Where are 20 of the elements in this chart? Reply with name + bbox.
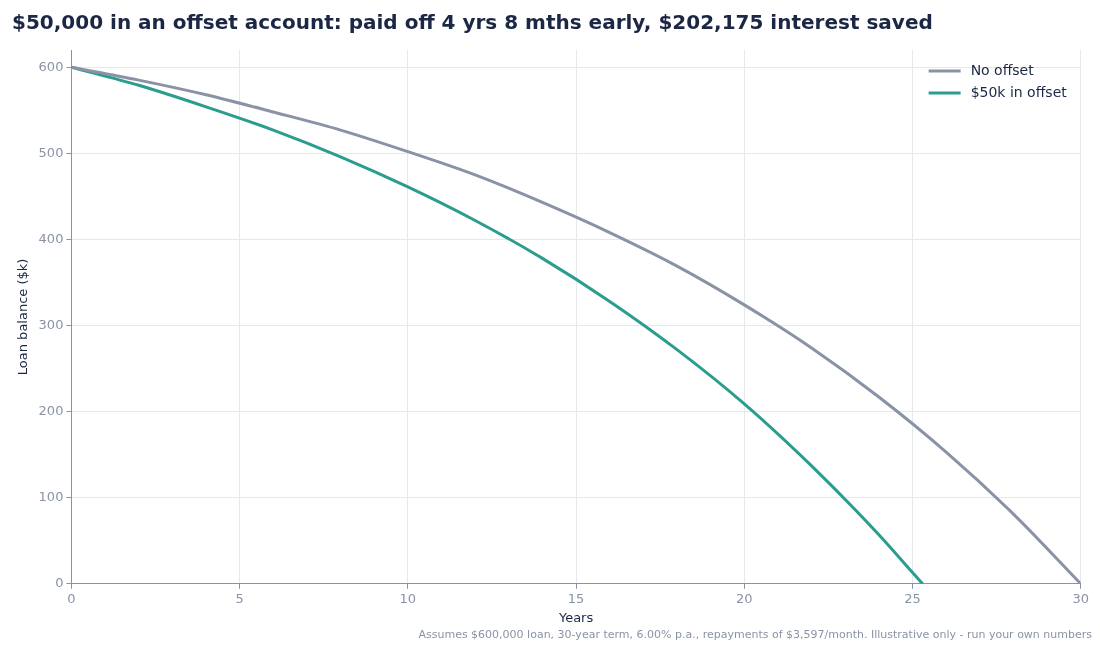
x-tick-label: 20 [736, 590, 753, 606]
x-tick-label: 0 [67, 590, 76, 606]
x-tick-label: 15 [567, 590, 585, 606]
legend-label: $50k in offset [970, 83, 1068, 100]
y-axis-title: Loan balance ($k) [15, 258, 31, 376]
y-tick-label: 600 [38, 58, 64, 74]
x-axis-title: Years [557, 609, 594, 625]
legend-label: No offset [970, 61, 1035, 78]
y-tick-label: 200 [38, 402, 64, 418]
x-tick-label: 30 [1072, 590, 1089, 606]
x-tick-label: 5 [235, 590, 244, 606]
x-tick-label: 10 [399, 590, 417, 606]
y-tick-label: 0 [55, 575, 64, 591]
chart-title: $50,000 in an offset account: paid off 4 yrs 8 mths early, $202,175 interest saved [12, 10, 933, 35]
y-tick-label: 400 [38, 230, 64, 246]
y-tick-label: 500 [38, 144, 64, 160]
x-tick-label: 25 [904, 590, 921, 606]
y-tick-label: 100 [38, 489, 64, 505]
y-tick-label: 300 [38, 316, 64, 332]
text: Assumes $600,000 loan, 30-year term, 6.00% p.a., repayments of $3,597/month. Illustrative only - run your own numbers [417, 628, 1092, 641]
